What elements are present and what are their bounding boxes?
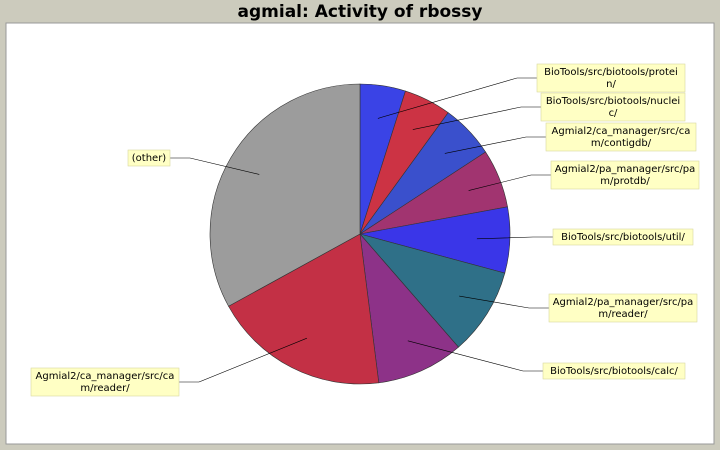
leader-line-4 — [476, 236, 553, 240]
label-text-8-0: (other) — [132, 153, 167, 164]
slice-label-7: Agmial2/ca_manager/src/cam/reader/ — [30, 367, 180, 397]
leader-line-3 — [468, 174, 551, 191]
label-text-0-1: n/ — [606, 79, 616, 90]
label-text-6-0: BioTools/src/biotools/calc/ — [550, 366, 678, 377]
label-text-7-0: Agmial2/ca_manager/src/ca — [36, 371, 175, 382]
label-text-5-0: Agmial2/pa_manager/src/pa — [553, 297, 694, 308]
label-box-8 — [127, 149, 171, 167]
pie-slice-5 — [359, 233, 506, 348]
leader-line-8 — [170, 157, 260, 175]
label-text-4-0: BioTools/src/biotools/util/ — [561, 232, 685, 243]
label-text-1-0: BioTools/src/biotools/nuclei — [546, 96, 680, 107]
leader-line-2 — [444, 136, 546, 154]
pie-slice-7 — [228, 233, 380, 385]
slice-label-6: BioTools/src/biotools/calc/ — [542, 362, 686, 380]
label-box-3 — [550, 160, 700, 190]
leader-line-0 — [377, 77, 537, 119]
label-text-3-1: m/protdb/ — [600, 176, 650, 187]
chart-title: agmial: Activity of rbossy — [237, 2, 483, 22]
label-text-2-1: m/contigdb/ — [591, 138, 652, 149]
leader-line-1 — [412, 106, 541, 130]
label-text-2-0: Agmial2/ca_manager/src/ca — [552, 126, 691, 137]
pie-slice-8 — [209, 83, 361, 307]
slice-label-2: Agmial2/ca_manager/src/cam/contigdb/ — [545, 122, 697, 152]
label-box-7 — [30, 367, 180, 397]
pie-slice-6 — [359, 233, 459, 384]
slice-label-8: (other) — [127, 149, 171, 167]
label-box-2 — [545, 122, 697, 152]
label-text-7-1: m/reader/ — [80, 383, 130, 394]
slice-label-5: Agmial2/pa_manager/src/pam/reader/ — [548, 293, 698, 323]
leader-line-6 — [407, 340, 543, 372]
label-box-6 — [542, 362, 686, 380]
label-text-5-1: m/reader/ — [598, 309, 648, 320]
slice-label-4: BioTools/src/biotools/util/ — [552, 228, 694, 246]
label-text-3-0: Agmial2/pa_manager/src/pa — [555, 164, 696, 175]
label-box-1 — [540, 92, 686, 122]
pie-labels: BioTools/src/biotools/protein/BioTools/s… — [30, 63, 700, 397]
label-text-1-1: c/ — [609, 108, 618, 119]
label-box-0 — [536, 63, 686, 93]
leader-line-7 — [179, 337, 308, 383]
slice-label-3: Agmial2/pa_manager/src/pam/protdb/ — [550, 160, 700, 190]
leader-line-5 — [459, 295, 549, 309]
label-box-4 — [552, 228, 694, 246]
label-box-5 — [548, 293, 698, 323]
label-text-0-0: BioTools/src/biotools/protei — [544, 67, 678, 78]
pie-slices — [209, 83, 511, 385]
